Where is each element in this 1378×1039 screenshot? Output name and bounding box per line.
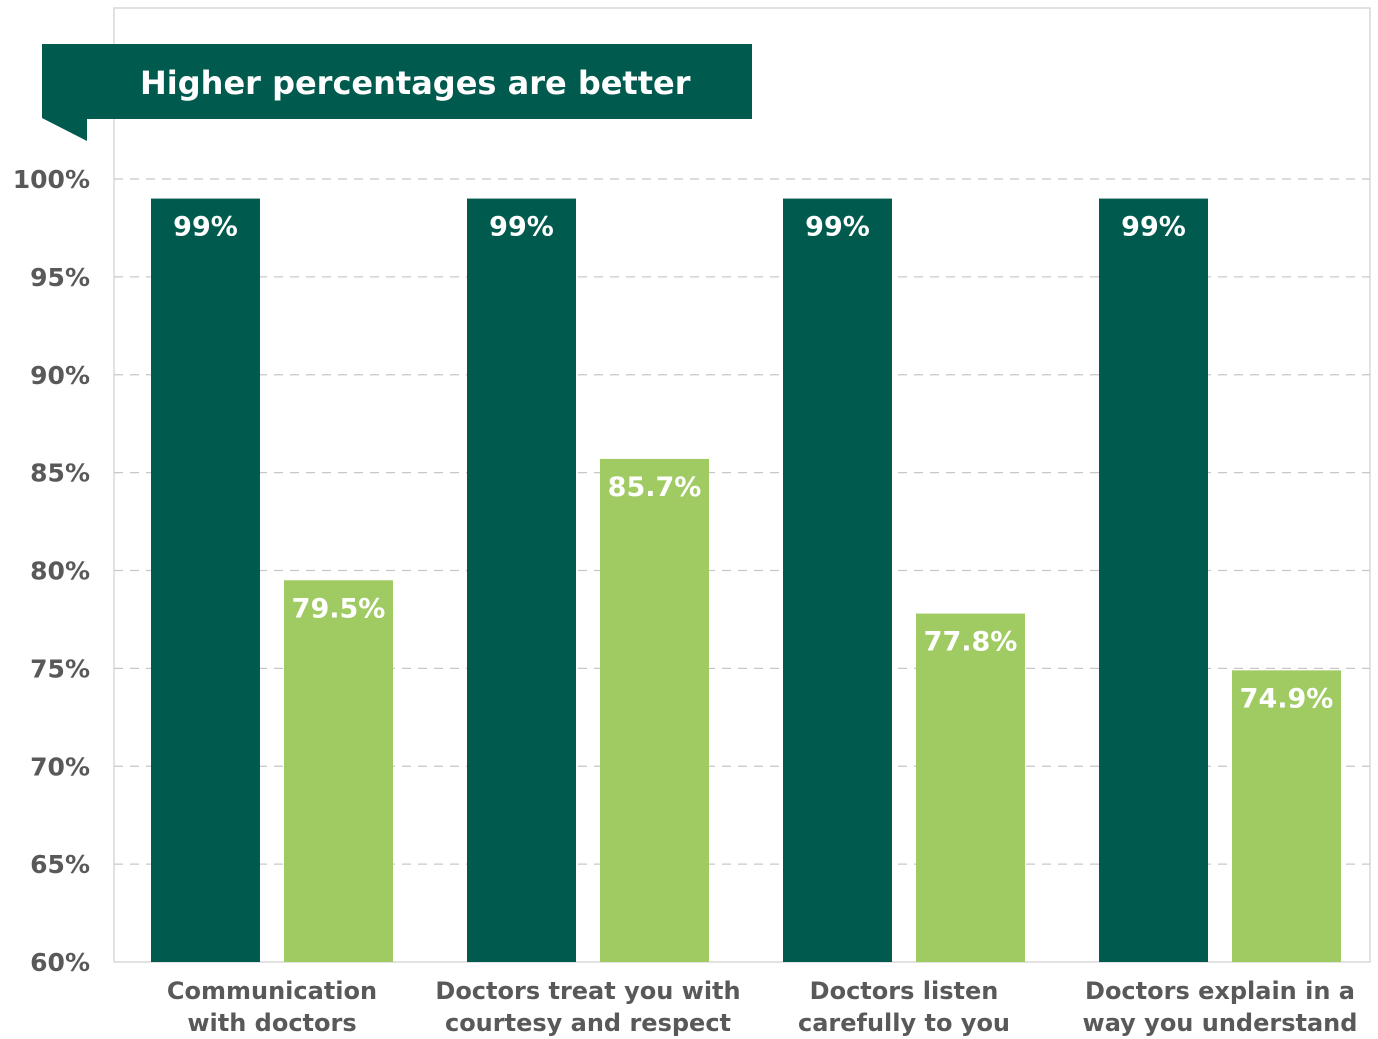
y-tick-label: 90% — [30, 361, 90, 390]
category-label: Doctors explain in a — [1085, 977, 1355, 1005]
category-label: courtesy and respect — [445, 1009, 731, 1037]
category-label: way you understand — [1083, 1009, 1358, 1037]
banner-shape — [42, 44, 752, 141]
y-tick-label: 80% — [30, 557, 90, 586]
data-label: 99% — [1121, 212, 1186, 243]
data-label: 79.5% — [292, 593, 386, 624]
bar — [1099, 198, 1208, 962]
bar — [467, 198, 576, 962]
data-label: 99% — [805, 212, 870, 243]
y-tick-label: 60% — [30, 948, 90, 977]
category-label: Communication — [167, 977, 377, 1005]
y-tick-label: 85% — [30, 459, 90, 488]
data-label: 99% — [489, 212, 554, 243]
category-label: Doctors listen — [810, 977, 999, 1005]
banner-text: Higher percentages are better — [140, 64, 691, 102]
plot-frame — [113, 7, 1371, 963]
x-axis-categories: Communication with doctors Doctors treat y… — [167, 977, 1358, 1037]
category-label: with doctors — [187, 1009, 356, 1037]
y-tick-label: 65% — [30, 850, 90, 879]
bar — [783, 198, 892, 962]
y-tick-label: 95% — [30, 263, 90, 292]
data-label: 85.7% — [608, 472, 702, 503]
data-label: 99% — [173, 212, 238, 243]
bar — [600, 458, 709, 962]
data-label: 74.9% — [1240, 683, 1334, 714]
bars: 99% 79.5% 99% 85.7% 99% 77.8% 99% 74.9% — [151, 198, 1341, 962]
y-axis-ticks: 100% 95% 90% 85% 80% 75% 70% 65% 60% — [13, 165, 90, 977]
data-label: 77.8% — [924, 627, 1018, 658]
y-tick-label: 100% — [13, 165, 90, 194]
y-tick-label: 75% — [30, 654, 90, 683]
bar — [151, 198, 260, 962]
y-tick-label: 70% — [30, 752, 90, 781]
banner: Higher percentages are better — [42, 44, 752, 141]
category-label: carefully to you — [798, 1009, 1010, 1037]
category-label: Doctors treat you with — [435, 977, 740, 1005]
bar — [284, 580, 393, 962]
bar — [916, 613, 1025, 962]
bar — [1232, 670, 1341, 962]
